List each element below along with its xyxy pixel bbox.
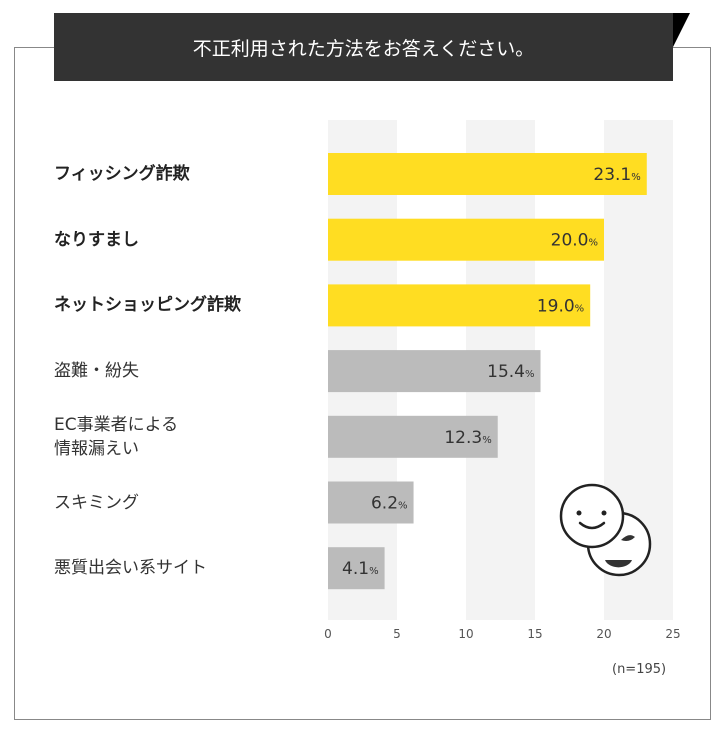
category-label: EC事業者による 情報漏えい [54,414,179,459]
category-label: スキミング [54,492,139,513]
category-label: フィッシング詐欺 [54,164,190,184]
x-tick-label: 5 [393,627,401,641]
bar [328,481,414,524]
category-label: 悪質出会い系サイト [54,558,207,579]
x-tick-label: 15 [527,627,542,641]
sample-size-note: (n=195) [612,662,667,677]
category-label: なりすまし [54,229,139,250]
x-tick-label: 10 [458,627,473,641]
data-label: 19.0% [537,296,584,316]
x-tick-label: 20 [596,627,611,641]
category-label: 盗難・紛失 [54,361,139,382]
x-tick-label: 25 [665,627,680,641]
chart-title: 不正利用された方法をお答えください。 [54,13,673,81]
bar [328,218,604,261]
data-label: 15.4% [487,362,534,382]
bar [328,153,647,195]
data-label: 20.0% [551,231,598,251]
data-label: 23.1% [593,165,640,185]
bar [328,350,541,393]
two-smiley-faces-icon [559,483,652,577]
data-label: 12.3% [444,428,491,448]
bar [328,547,385,590]
category-label: ネットショッピング詐欺 [54,295,241,316]
bar [328,284,591,327]
bar [328,415,498,458]
x-tick-label: 0 [324,627,332,641]
